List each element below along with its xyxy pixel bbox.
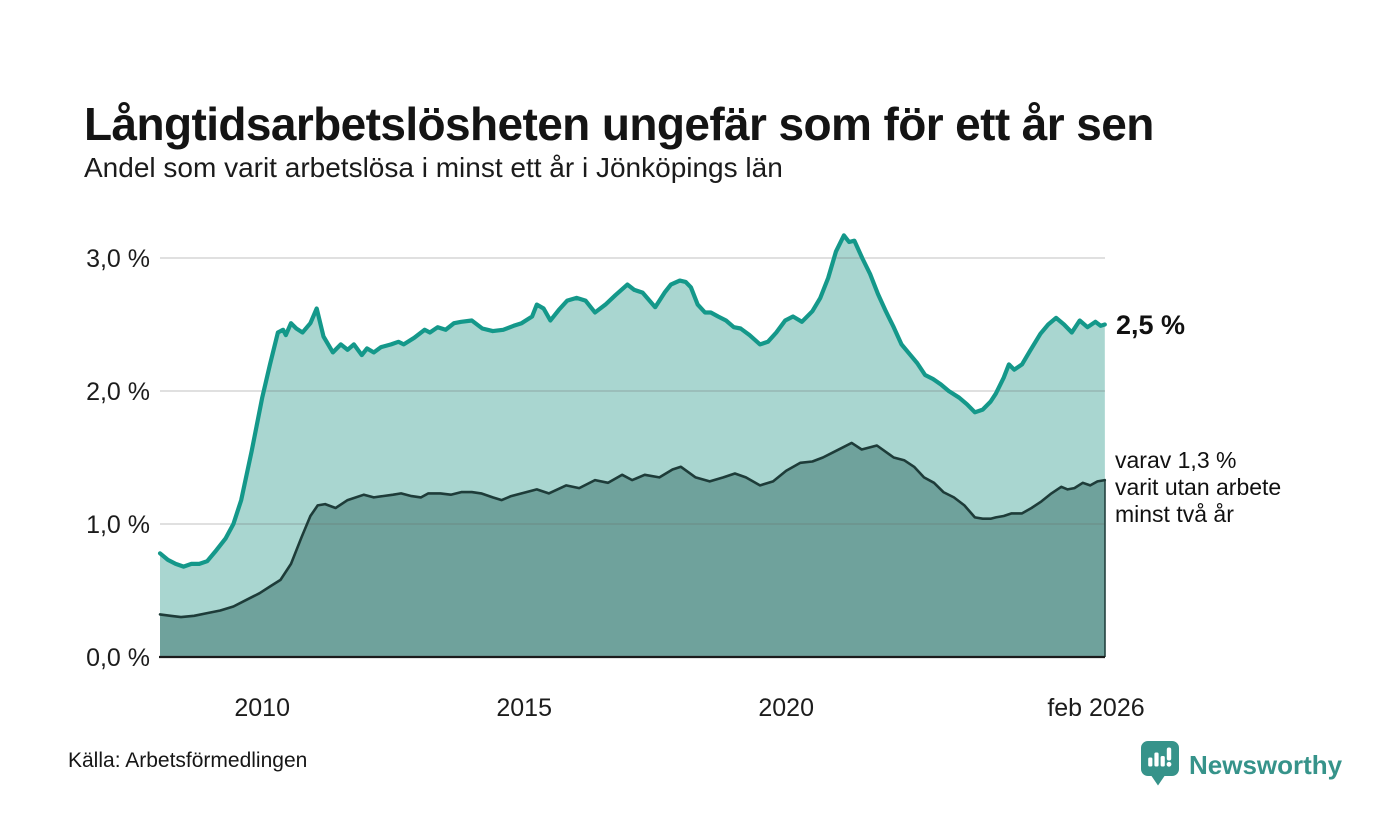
y-tick-label: 0,0 % xyxy=(86,644,150,672)
speech-bubble-shape xyxy=(1141,741,1179,786)
secondary-series-label: varav 1,3 % varit utan arbete minst två … xyxy=(1115,447,1281,528)
x-tick-label: 2020 xyxy=(758,694,814,722)
line-minst-ett-ar xyxy=(157,233,1107,569)
exclamation-bar xyxy=(1166,747,1172,761)
newsworthy-logo: Newsworthy xyxy=(1140,740,1342,788)
y-tick-label: 3,0 % xyxy=(86,245,150,273)
latest-value-label: 2,5 % xyxy=(1116,310,1186,340)
secondary-series-label-line2: varit utan arbete xyxy=(1115,474,1282,500)
x-tick-label: feb 2026 xyxy=(1047,694,1144,722)
line-minst-tva-ar xyxy=(158,441,1107,619)
y-tick-label: 1,0 % xyxy=(86,511,150,539)
brand-wordmark: Newsworthy xyxy=(1189,750,1343,780)
source-attribution: Källa: Arbetsförmedlingen xyxy=(68,749,308,772)
bar-short xyxy=(1148,757,1153,767)
secondary-series-label-line1: varav 1,3 % xyxy=(1115,447,1237,473)
exclamation-dot xyxy=(1166,761,1172,767)
x-tick-label: 2015 xyxy=(496,694,552,722)
chart-subtitle: Andel som varit arbetslösa i minst ett å… xyxy=(84,152,783,183)
speech-bubble-bar-chart-icon xyxy=(1141,741,1179,786)
secondary-series-label-line3: minst två år xyxy=(1115,501,1234,527)
y-tick-label: 2,0 % xyxy=(86,378,150,406)
bar-tall xyxy=(1154,752,1159,767)
bar-medium xyxy=(1160,756,1165,767)
x-tick-label: 2010 xyxy=(234,694,290,722)
page-title: Långtidsarbetslösheten ungefär som för e… xyxy=(84,97,1154,150)
area-minst-tva-ar xyxy=(160,442,1105,657)
